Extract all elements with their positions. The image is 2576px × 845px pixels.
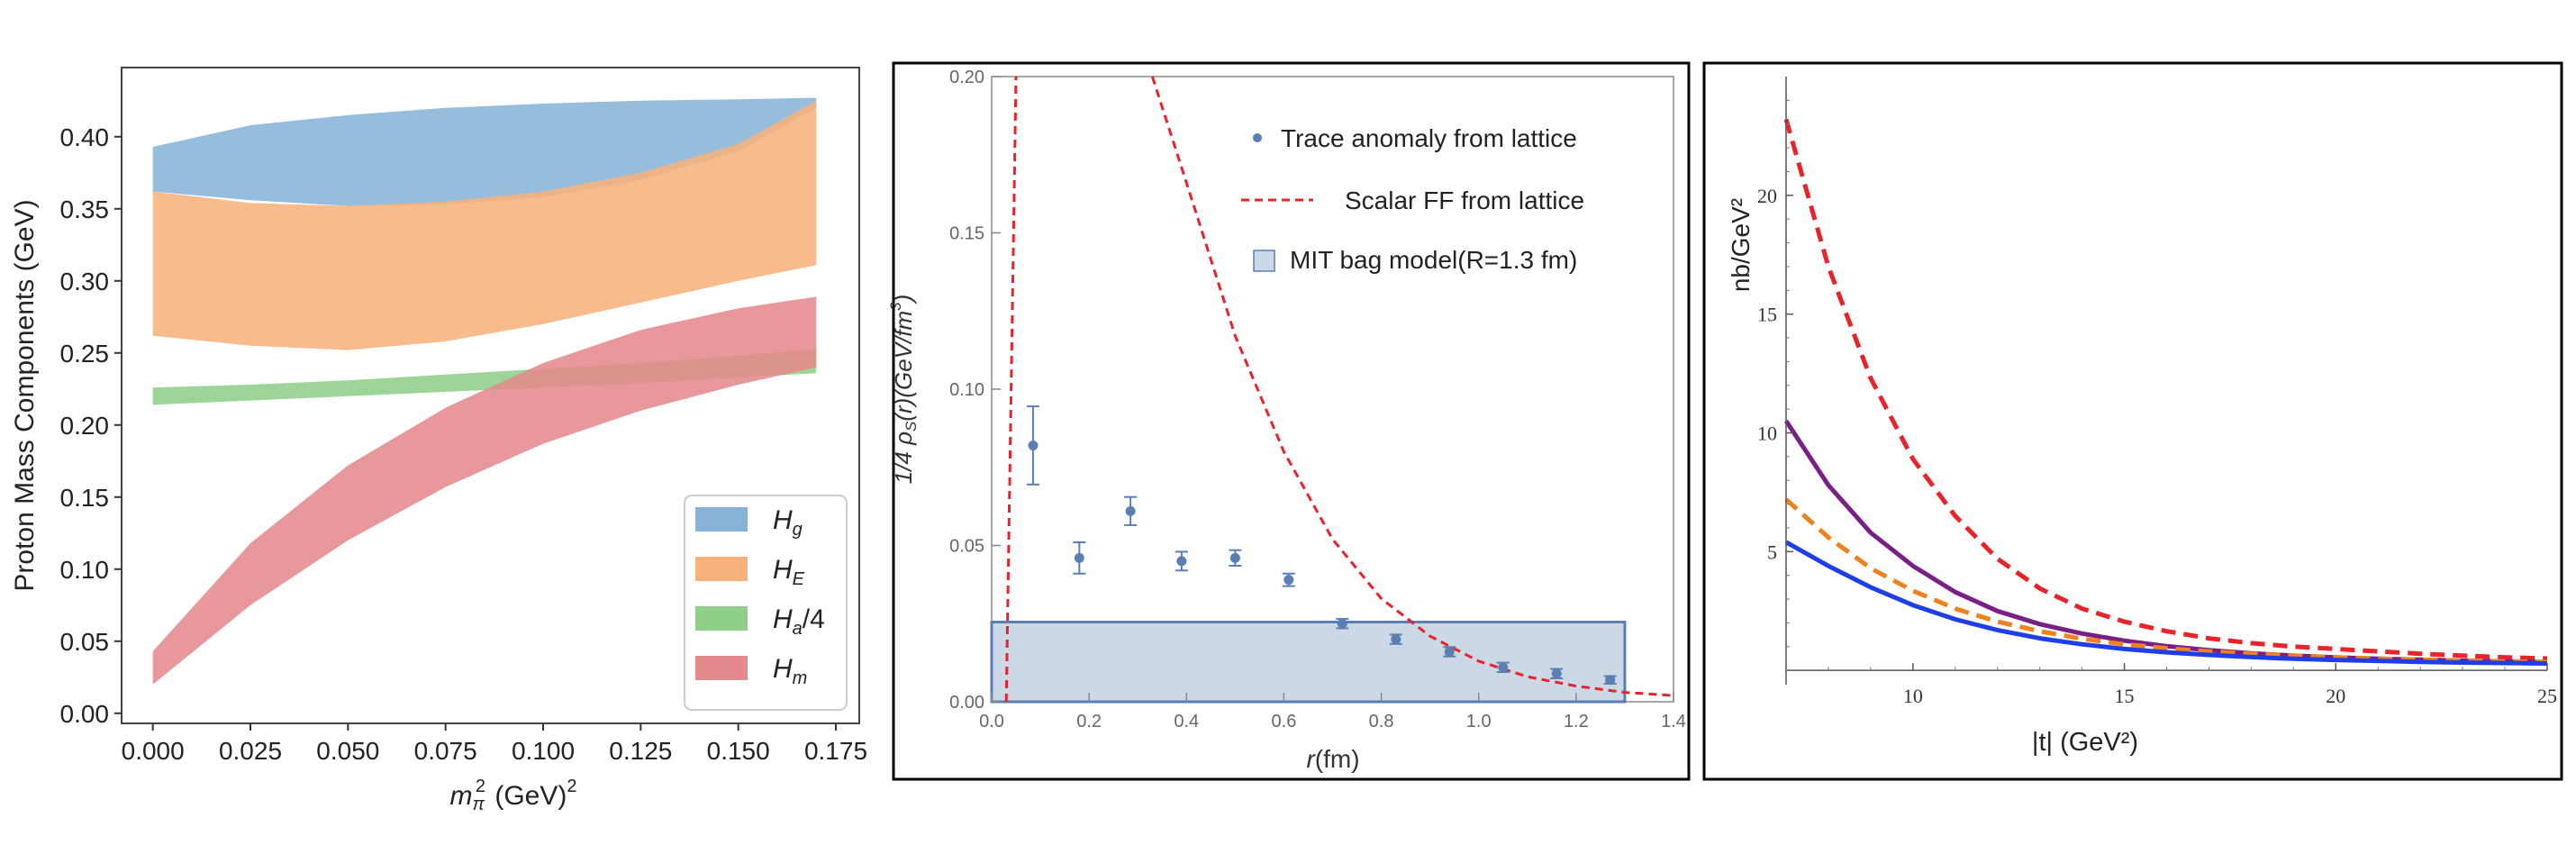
x-axis-label: |t| (GeV²) <box>2032 728 2138 757</box>
y-tick-label: 0.05 <box>949 537 984 557</box>
legend-label-hg: Hg <box>773 505 803 540</box>
y-tick-label: 0.20 <box>949 68 984 87</box>
band-hm <box>152 296 817 685</box>
y-tick-label: 0.15 <box>60 484 110 512</box>
legend-label-hE: HE <box>773 555 805 589</box>
plot-frame <box>121 67 860 724</box>
legend-swatch-hE <box>695 557 748 581</box>
y-axis: 0.00 0.05 0.10 0.15 0.20 0.25 0.30 0.35 0.40 <box>60 123 122 728</box>
y-tick-label: 0.00 <box>949 693 984 713</box>
lattice-point <box>1026 405 1039 486</box>
x-axis-label: r(fm) <box>1306 745 1359 773</box>
scalar-ff-rise <box>1004 76 1018 703</box>
plot-frame <box>991 76 1674 703</box>
x-tick-label: 0.100 <box>512 737 575 765</box>
x-tick-label: 0.000 <box>122 737 185 765</box>
panel-cross-section: 10 15 20 25 5 10 15 20 nb/GeV² |t| (GeV²) <box>1702 61 2563 781</box>
y-axis-label: nb/GeV² <box>1727 198 1755 292</box>
curve-group <box>1783 118 2548 666</box>
y-tick-label: 15 <box>1757 304 1777 326</box>
legend-swatch-hg <box>695 507 748 532</box>
y-tick-label: 5 <box>1767 541 1777 563</box>
mit-bag-model-box <box>990 621 1627 704</box>
x-tick-label: 0.050 <box>316 737 379 765</box>
legend-label-lattice: Trace anomaly from lattice <box>1281 124 1577 152</box>
curve-orange-dashed <box>1784 497 2548 665</box>
lattice-point <box>1550 668 1564 679</box>
legend-swatch-ha <box>695 606 748 631</box>
x-tick-label: 0.8 <box>1369 712 1394 731</box>
lattice-points <box>1026 405 1617 686</box>
y-axis-label: 1/4 ρS(r)(GeV/fm3) <box>887 295 920 485</box>
x-tick-label: 0.0 <box>979 712 1004 731</box>
x-tick-label: 0.4 <box>1174 712 1199 731</box>
y-tick-label: 0.30 <box>60 268 110 295</box>
y-tick-label: 0.10 <box>949 380 984 400</box>
x-tick-label: 0.125 <box>609 737 672 765</box>
y-tick-label: 0.15 <box>949 224 984 244</box>
x-tick-label: 1.4 <box>1661 712 1686 731</box>
x-tick-label: 0.150 <box>707 737 770 765</box>
y-tick-label: 0.00 <box>60 700 110 728</box>
x-axis-label: mπ2 (GeV)2 <box>449 777 576 814</box>
band-hg <box>152 97 817 206</box>
y-tick-label: 0.40 <box>60 123 110 151</box>
x-tick-label: 0.075 <box>414 737 477 765</box>
x-tick-label: 0.175 <box>804 737 867 765</box>
scalar-ff-curve <box>1004 76 1674 703</box>
band-hE <box>152 100 817 350</box>
axes: 10 15 20 25 5 10 15 20 <box>1757 77 2557 707</box>
legend-label-mit-bag: MIT bag model(R=1.3 fm) <box>1290 246 1577 274</box>
y-tick-label: 0.20 <box>60 412 110 440</box>
legend-marker-mit-bag <box>1253 250 1275 272</box>
y-tick-label: 0.25 <box>60 340 110 368</box>
y-tick-label: 0.10 <box>60 556 110 584</box>
lattice-point <box>1175 550 1188 572</box>
lattice-point <box>1336 618 1349 630</box>
x-tick-label: 1.2 <box>1564 712 1589 731</box>
panel-proton-mass-components: 0.000 0.025 0.050 0.075 0.100 0.125 0.150 0.175… <box>10 67 867 814</box>
lattice-point <box>1229 549 1242 568</box>
y-tick-label: 10 <box>1757 422 1777 445</box>
y-axis: 0.00 0.05 0.10 0.15 0.20 <box>949 68 1001 713</box>
x-tick-label: 10 <box>1903 685 1923 707</box>
x-tick-label: 20 <box>2326 685 2345 707</box>
x-tick-label: 0.6 <box>1272 712 1297 731</box>
lattice-point <box>1443 646 1456 658</box>
curve-purple-solid <box>1783 419 2548 665</box>
y-axis-label: Proton Mass Components (GeV) <box>10 199 40 591</box>
legend-swatch-hm <box>695 656 748 680</box>
x-tick-label: 15 <box>2115 685 2135 707</box>
y-tick-label: 0.05 <box>60 628 110 656</box>
panel-border <box>1702 61 2563 781</box>
lattice-point <box>1124 495 1138 526</box>
x-tick-label: 1.0 <box>1466 712 1492 731</box>
panel-trace-anomaly: 0.0 0.2 0.4 0.6 0.8 1.0 1.2 1.4 0.00 0.05 0.10 0.1… <box>887 61 1691 781</box>
lattice-point <box>1073 541 1086 575</box>
x-tick-label: 0.2 <box>1076 712 1102 731</box>
lattice-point <box>1282 572 1295 587</box>
lattice-point <box>1496 661 1510 674</box>
x-tick-label: 25 <box>2537 685 2557 707</box>
y-tick-label: 20 <box>1757 185 1777 207</box>
lattice-point <box>1603 675 1617 686</box>
x-axis: 0.000 0.025 0.050 0.075 0.100 0.125 0.150 0.175 <box>122 723 867 765</box>
legend-label-hm: Hm <box>773 654 807 688</box>
lattice-point <box>1389 633 1402 645</box>
legend-label-scalar-ff: Scalar FF from lattice <box>1345 186 1584 214</box>
curve-blue-solid <box>1784 540 2548 666</box>
band-group <box>152 97 817 685</box>
scalar-ff-decay <box>1150 76 1674 697</box>
panel-border <box>892 61 1691 781</box>
legend: Hg HE Ha/4 Hm <box>684 495 848 711</box>
legend-marker-lattice <box>1253 133 1262 142</box>
mit-bag-rect <box>990 621 1627 704</box>
curve-red-dashed <box>1783 118 2548 661</box>
legend-label-ha: Ha/4 <box>773 604 825 639</box>
y-tick-label: 0.35 <box>60 195 110 223</box>
x-axis: 0.0 0.2 0.4 0.6 0.8 1.0 1.2 1.4 <box>979 693 1686 731</box>
legend: Trace anomaly from lattice Scalar FF fro… <box>1241 124 1584 274</box>
x-tick-label: 0.025 <box>219 737 282 765</box>
